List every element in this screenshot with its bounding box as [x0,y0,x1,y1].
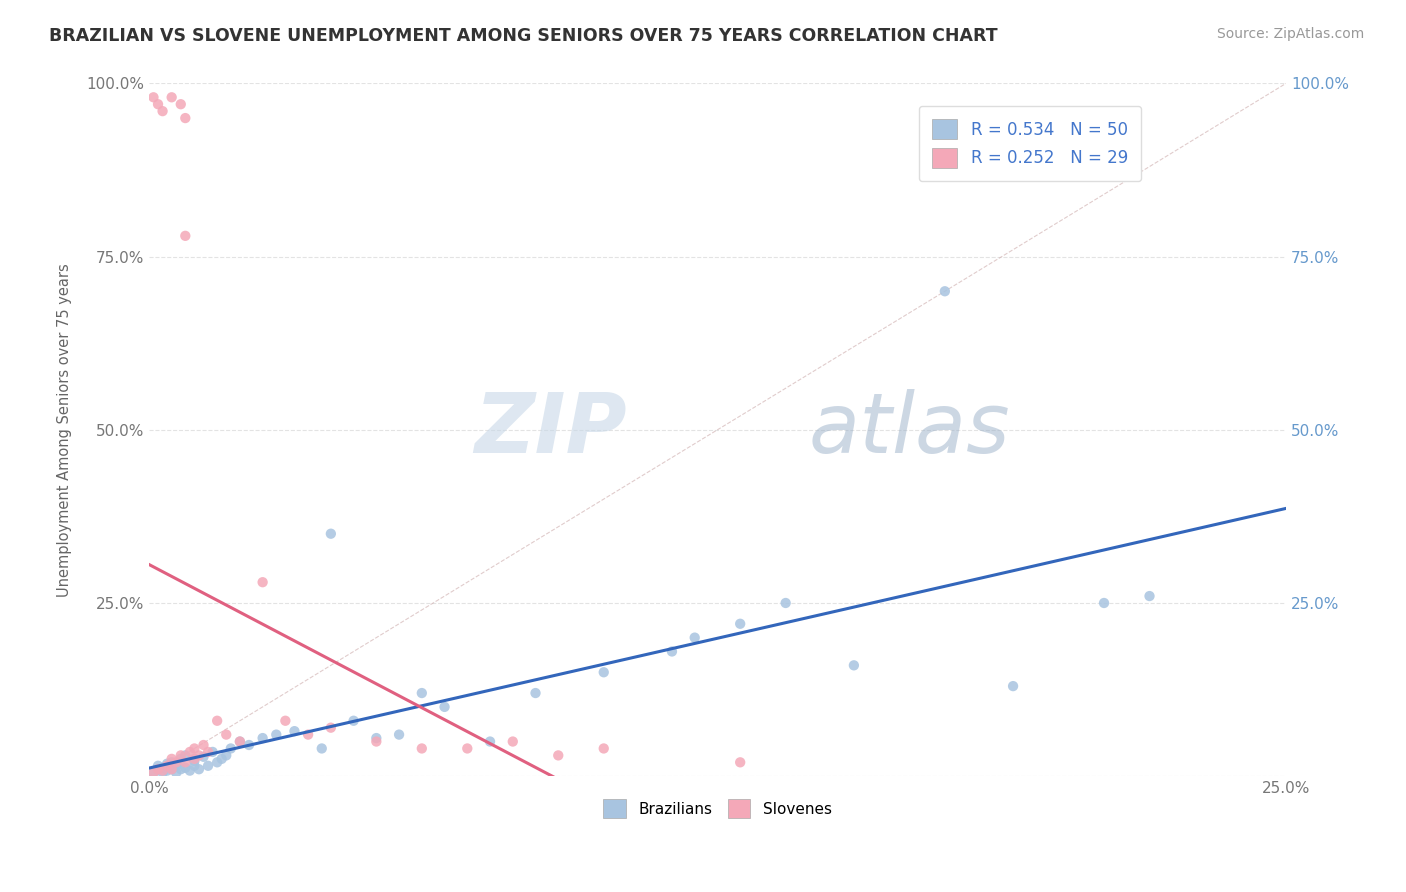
Point [252,575,274,590]
Point [183,754,205,768]
Point [219,741,242,756]
Point [146,97,169,112]
Point [524,686,547,700]
Point [174,111,197,125]
Point [183,758,205,772]
Point [215,748,238,763]
Point [592,665,614,680]
Point [842,658,865,673]
Point [319,721,342,735]
Point [388,728,411,742]
Point [174,756,197,770]
Point [728,616,751,631]
Point [479,734,502,748]
Point [174,228,197,243]
Point [297,728,319,742]
Point [229,734,252,748]
Point [366,734,388,748]
Point [165,756,187,770]
Point [179,764,201,778]
Point [311,741,333,756]
Point [188,762,211,776]
Point [165,765,187,780]
Point [156,764,179,778]
Y-axis label: Unemployment Among Seniors over 75 years: Unemployment Among Seniors over 75 years [58,263,72,597]
Point [1092,596,1115,610]
Text: BRAZILIAN VS SLOVENE UNEMPLOYMENT AMONG SENIORS OVER 75 YEARS CORRELATION CHART: BRAZILIAN VS SLOVENE UNEMPLOYMENT AMONG … [49,27,998,45]
Legend: Brazilians, Slovenes: Brazilians, Slovenes [598,793,838,824]
Point [152,104,174,119]
Point [1002,679,1025,693]
Point [193,738,215,752]
Point [170,748,193,763]
Point [205,714,228,728]
Point [592,741,614,756]
Point [197,745,219,759]
Point [142,765,165,780]
Point [238,738,260,752]
Point [252,731,274,745]
Point [342,714,364,728]
Point [174,761,197,775]
Point [146,758,169,772]
Point [142,90,165,104]
Point [1139,589,1161,603]
Point [160,752,183,766]
Point [502,734,524,748]
Point [183,752,205,766]
Point [411,686,433,700]
Point [683,631,706,645]
Point [142,765,165,780]
Point [193,749,215,764]
Point [156,756,179,771]
Point [205,756,228,770]
Point [179,745,201,759]
Point [211,752,233,766]
Text: ZIP: ZIP [474,389,627,470]
Point [146,762,169,776]
Point [160,90,183,104]
Point [165,758,187,772]
Point [160,756,183,770]
Point [183,741,205,756]
Point [152,761,174,775]
Point [160,762,183,776]
Point [170,97,193,112]
Point [146,762,169,776]
Point [160,762,183,776]
Point [319,526,342,541]
Point [170,762,193,776]
Text: Source: ZipAtlas.com: Source: ZipAtlas.com [1216,27,1364,41]
Point [366,731,388,745]
Point [188,748,211,763]
Point [661,644,683,658]
Point [215,728,238,742]
Point [264,728,287,742]
Point [283,724,305,739]
Point [197,758,219,772]
Point [728,756,751,770]
Text: atlas: atlas [808,389,1010,470]
Point [170,752,193,766]
Point [274,714,297,728]
Point [152,765,174,780]
Point [433,699,456,714]
Point [174,748,197,763]
Point [156,758,179,772]
Point [411,741,433,756]
Point [201,745,224,759]
Point [152,764,174,778]
Point [934,285,956,299]
Point [456,741,478,756]
Point [229,734,252,748]
Point [547,748,569,763]
Point [775,596,797,610]
